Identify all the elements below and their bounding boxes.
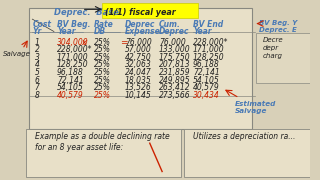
FancyBboxPatch shape xyxy=(26,129,181,177)
Text: 304,000: 304,000 xyxy=(57,38,89,47)
Text: Deprec. E: Deprec. E xyxy=(260,27,297,33)
Text: 171,000: 171,000 xyxy=(57,53,89,62)
FancyBboxPatch shape xyxy=(102,3,198,18)
Text: Rate: Rate xyxy=(94,20,114,29)
Text: 8: 8 xyxy=(35,91,39,100)
Text: Decre
depr
charg: Decre depr charg xyxy=(263,37,283,59)
Text: 3: 3 xyxy=(35,53,39,62)
Text: Yr: Yr xyxy=(32,27,42,36)
Text: BV Beg.: BV Beg. xyxy=(57,20,91,29)
Text: 5: 5 xyxy=(35,68,39,77)
Text: 273,566: 273,566 xyxy=(159,91,191,100)
Text: Salvage: Salvage xyxy=(3,51,31,57)
Text: 228,000*: 228,000* xyxy=(57,45,92,54)
Text: 57,000: 57,000 xyxy=(125,45,152,54)
Text: 42,750: 42,750 xyxy=(125,53,152,62)
Text: 133,000: 133,000 xyxy=(159,45,191,54)
Text: Deprec.  Base: Deprec. Base xyxy=(54,8,119,17)
Text: Deprec: Deprec xyxy=(159,27,189,36)
Text: 25%: 25% xyxy=(94,76,111,85)
Text: 207,813: 207,813 xyxy=(159,60,191,69)
Text: Deprec: Deprec xyxy=(125,20,156,29)
Text: 175,750: 175,750 xyxy=(159,53,191,62)
Text: Cum.: Cum. xyxy=(159,20,181,29)
Text: 7: 7 xyxy=(35,83,39,92)
Text: 25%: 25% xyxy=(94,38,111,47)
Text: 72,141: 72,141 xyxy=(193,68,220,77)
FancyBboxPatch shape xyxy=(256,33,310,83)
Text: 40,579: 40,579 xyxy=(193,83,220,92)
Text: 25%: 25% xyxy=(94,53,111,62)
Text: 32,063: 32,063 xyxy=(125,60,152,69)
Text: Example as a double declining rate
for an 8 year asset life:: Example as a double declining rate for a… xyxy=(36,132,170,152)
Text: 10,145: 10,145 xyxy=(125,91,152,100)
Text: 24,047: 24,047 xyxy=(125,68,152,77)
Text: Expense: Expense xyxy=(125,27,161,36)
Text: 25%: 25% xyxy=(94,60,111,69)
Text: Year: Year xyxy=(193,27,212,36)
Text: 54,105: 54,105 xyxy=(193,76,220,85)
Text: DB: DB xyxy=(94,27,106,36)
Text: 2: 2 xyxy=(35,45,39,54)
Text: 25%: 25% xyxy=(94,68,111,77)
Text: 40,579: 40,579 xyxy=(57,91,84,100)
Text: 54,105: 54,105 xyxy=(57,83,84,92)
Text: 263,412: 263,412 xyxy=(159,83,191,92)
Text: 96,188: 96,188 xyxy=(57,68,84,77)
Text: Cost: Cost xyxy=(32,20,51,29)
Text: Estimated
Salvage: Estimated Salvage xyxy=(235,101,276,114)
Text: 128,250: 128,250 xyxy=(57,60,89,69)
Text: =: = xyxy=(120,38,127,47)
Text: x: x xyxy=(81,38,86,47)
Text: (1/1) fiscal year: (1/1) fiscal year xyxy=(105,8,176,17)
Text: 25%: 25% xyxy=(94,83,111,92)
Text: 25%: 25% xyxy=(94,45,111,54)
Text: 6: 6 xyxy=(35,76,39,85)
Text: 171,000: 171,000 xyxy=(193,45,225,54)
Text: 76,000: 76,000 xyxy=(125,38,152,47)
Text: Utilizes a depreciation ra...: Utilizes a depreciation ra... xyxy=(193,132,295,141)
Text: 30,434: 30,434 xyxy=(193,91,220,100)
Text: BV Beg. Y: BV Beg. Y xyxy=(260,20,298,26)
Text: 25%: 25% xyxy=(94,91,111,100)
Text: 1: 1 xyxy=(35,38,39,47)
Text: 96,188: 96,188 xyxy=(193,60,220,69)
Text: 18,035: 18,035 xyxy=(125,76,152,85)
Text: 76,000: 76,000 xyxy=(159,38,186,47)
FancyBboxPatch shape xyxy=(29,8,252,129)
Text: 128,250: 128,250 xyxy=(193,53,225,62)
Text: 72,141: 72,141 xyxy=(57,76,84,85)
Text: Year: Year xyxy=(57,27,76,36)
Text: 13,526: 13,526 xyxy=(125,83,152,92)
Text: 231,859: 231,859 xyxy=(159,68,191,77)
Text: 4: 4 xyxy=(35,60,39,69)
Text: BV End: BV End xyxy=(193,20,223,29)
Text: 228,000*: 228,000* xyxy=(193,38,228,47)
FancyBboxPatch shape xyxy=(184,129,310,177)
Text: 249,895: 249,895 xyxy=(159,76,191,85)
